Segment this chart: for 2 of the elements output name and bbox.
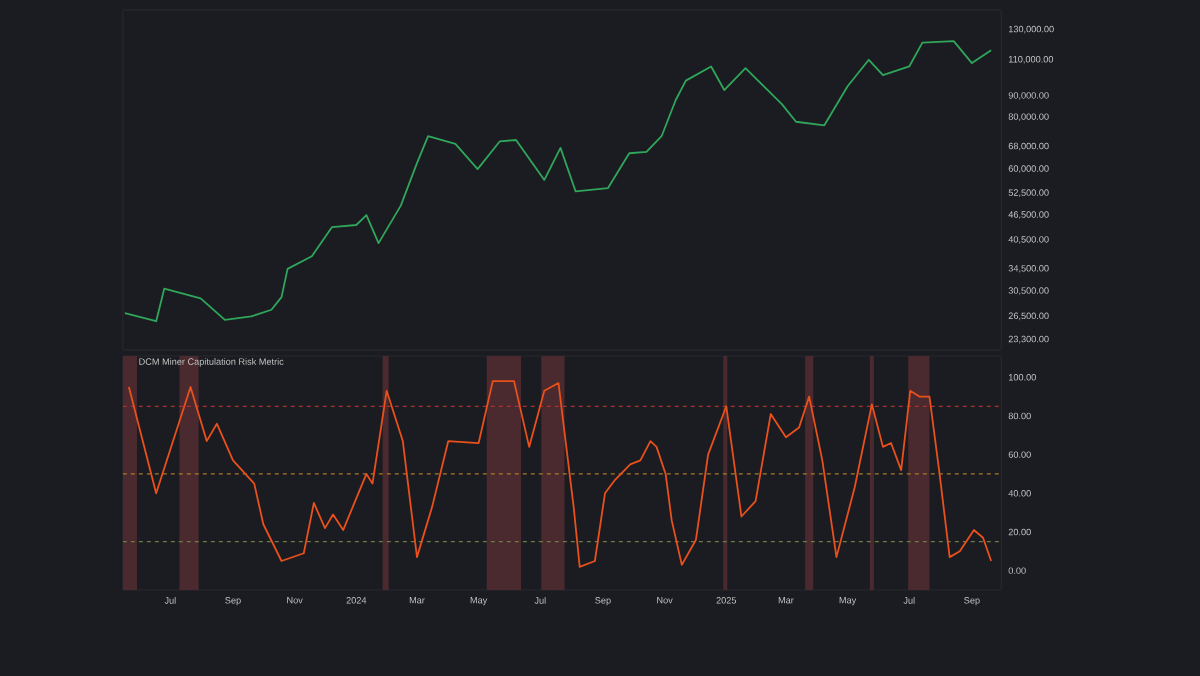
line-series bbox=[127, 380, 993, 568]
line-series bbox=[123, 40, 993, 323]
